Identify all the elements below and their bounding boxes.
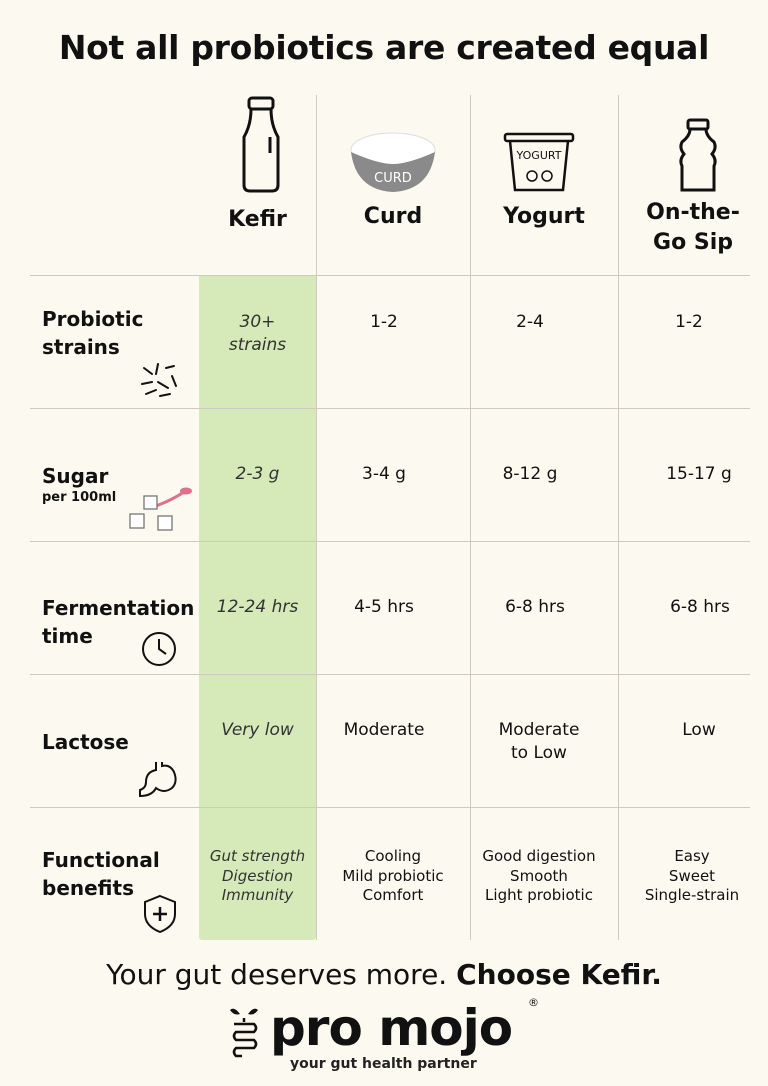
- label-line: Fermentation: [42, 596, 195, 620]
- row-label-functional-benefits: Functional benefits: [42, 846, 160, 902]
- benefit: Good digestion: [482, 847, 596, 865]
- divider: [618, 95, 619, 940]
- benefit: Digestion: [221, 866, 293, 885]
- benefit: Easy: [674, 847, 710, 865]
- cell-yogurt-benefits: Good digestion Smooth Light probiotic: [470, 847, 608, 906]
- cell-kefir-benefits: Gut strength Digestion Immunity: [199, 847, 316, 906]
- header-line: Go Sip: [653, 230, 733, 255]
- stomach-icon: [139, 762, 177, 798]
- cell-kefir-strains: 30+ strains: [199, 311, 316, 357]
- label-sublabel: per 100ml: [42, 490, 117, 505]
- label-line: Functional: [42, 848, 160, 872]
- svg-text:YOGURT: YOGURT: [516, 149, 562, 162]
- benefit: Mild probiotic: [342, 866, 444, 885]
- label-line: Sugar: [42, 464, 109, 488]
- small-bottle-icon: [679, 118, 717, 192]
- benefit: Gut strength: [209, 847, 306, 865]
- column-header-on-the-go-sip: On-the- Go Sip: [618, 198, 768, 258]
- row-label-fermentation-time: Fermentation time: [42, 594, 194, 650]
- clock-icon: [142, 632, 176, 666]
- bacteria-icon: [141, 363, 177, 397]
- divider: [30, 408, 750, 409]
- label-line: benefits: [42, 876, 134, 900]
- row-label-lactose: Lactose: [42, 730, 129, 754]
- sugar-cubes-spoon-icon: [129, 487, 192, 531]
- column-header-yogurt: Yogurt: [503, 204, 585, 229]
- bottle-icon: [242, 96, 280, 193]
- divider: [316, 95, 317, 940]
- shield-plus-icon: [144, 894, 176, 934]
- row-label-sugar: Sugar per 100ml: [42, 462, 116, 506]
- label-line: strains: [42, 335, 120, 359]
- benefit: Immunity: [221, 886, 294, 904]
- benefit: Cooling: [364, 847, 422, 865]
- brand-tagline: your gut health partner: [290, 1056, 477, 1072]
- header-line: On-the-: [646, 200, 740, 225]
- cell-yogurt-sugar: 8-12 g: [502, 464, 558, 484]
- cell-sip-benefits: Easy Sweet Single-strain: [618, 847, 766, 906]
- footer-text: Your gut deserves more.: [106, 958, 448, 991]
- label-line: Probiotic: [42, 307, 144, 331]
- cell-sip-lactose: Low: [682, 720, 716, 740]
- footer-cta: Choose Kefir.: [456, 958, 662, 991]
- benefit: Smooth: [510, 866, 568, 885]
- divider: [30, 541, 750, 542]
- cell-kefir-fermentation: 12-24 hrs: [216, 597, 299, 617]
- label-line: time: [42, 624, 93, 648]
- cell-sip-strains: 1-2: [675, 312, 703, 332]
- page-title: Not all probiotics are created equal: [58, 28, 710, 67]
- cell-curd-strains: 1-2: [370, 312, 398, 332]
- cell-line: to Low: [511, 743, 567, 763]
- cell-curd-sugar: 3-4 g: [362, 464, 406, 484]
- benefit: Light probiotic: [485, 886, 593, 904]
- divider: [30, 674, 750, 675]
- divider: [30, 807, 750, 808]
- footer-tagline: Your gut deserves more. Choose Kefir.: [0, 958, 768, 991]
- cell-curd-fermentation: 4-5 hrs: [354, 597, 414, 617]
- divider: [30, 275, 750, 276]
- cell-curd-lactose: Moderate: [343, 720, 425, 740]
- benefit: Single-strain: [644, 886, 740, 904]
- column-header-curd: Curd: [363, 204, 423, 229]
- cell-sip-fermentation: 6-8 hrs: [670, 597, 730, 617]
- cell-line: 30+: [239, 312, 276, 332]
- svg-text:CURD: CURD: [374, 171, 412, 186]
- cell-sip-sugar: 15-17 g: [666, 464, 732, 484]
- registered-mark: ®: [528, 996, 539, 1009]
- kefir-highlight-column: [199, 276, 316, 940]
- benefit: Comfort: [362, 886, 424, 904]
- cell-yogurt-strains: 2-4: [516, 312, 544, 332]
- divider: [470, 95, 471, 940]
- benefit: Sweet: [668, 866, 716, 885]
- yogurt-cup-icon: YOGURT: [503, 132, 575, 192]
- column-header-kefir: Kefir: [228, 207, 287, 232]
- cell-yogurt-lactose: Moderate to Low: [470, 719, 608, 765]
- curd-bowl-icon: CURD: [350, 132, 436, 192]
- gut-leaf-logo-icon: [230, 1008, 258, 1058]
- cell-curd-benefits: Cooling Mild probiotic Comfort: [316, 847, 470, 906]
- cell-line: Moderate: [498, 720, 580, 740]
- row-label-probiotic-strains: Probiotic strains: [42, 305, 143, 361]
- cell-yogurt-fermentation: 6-8 hrs: [505, 597, 565, 617]
- brand-logo: pro mojo: [270, 999, 513, 1057]
- cell-kefir-sugar: 2-3 g: [235, 464, 280, 484]
- cell-line: strains: [228, 335, 287, 355]
- cell-kefir-lactose: Very low: [221, 720, 294, 740]
